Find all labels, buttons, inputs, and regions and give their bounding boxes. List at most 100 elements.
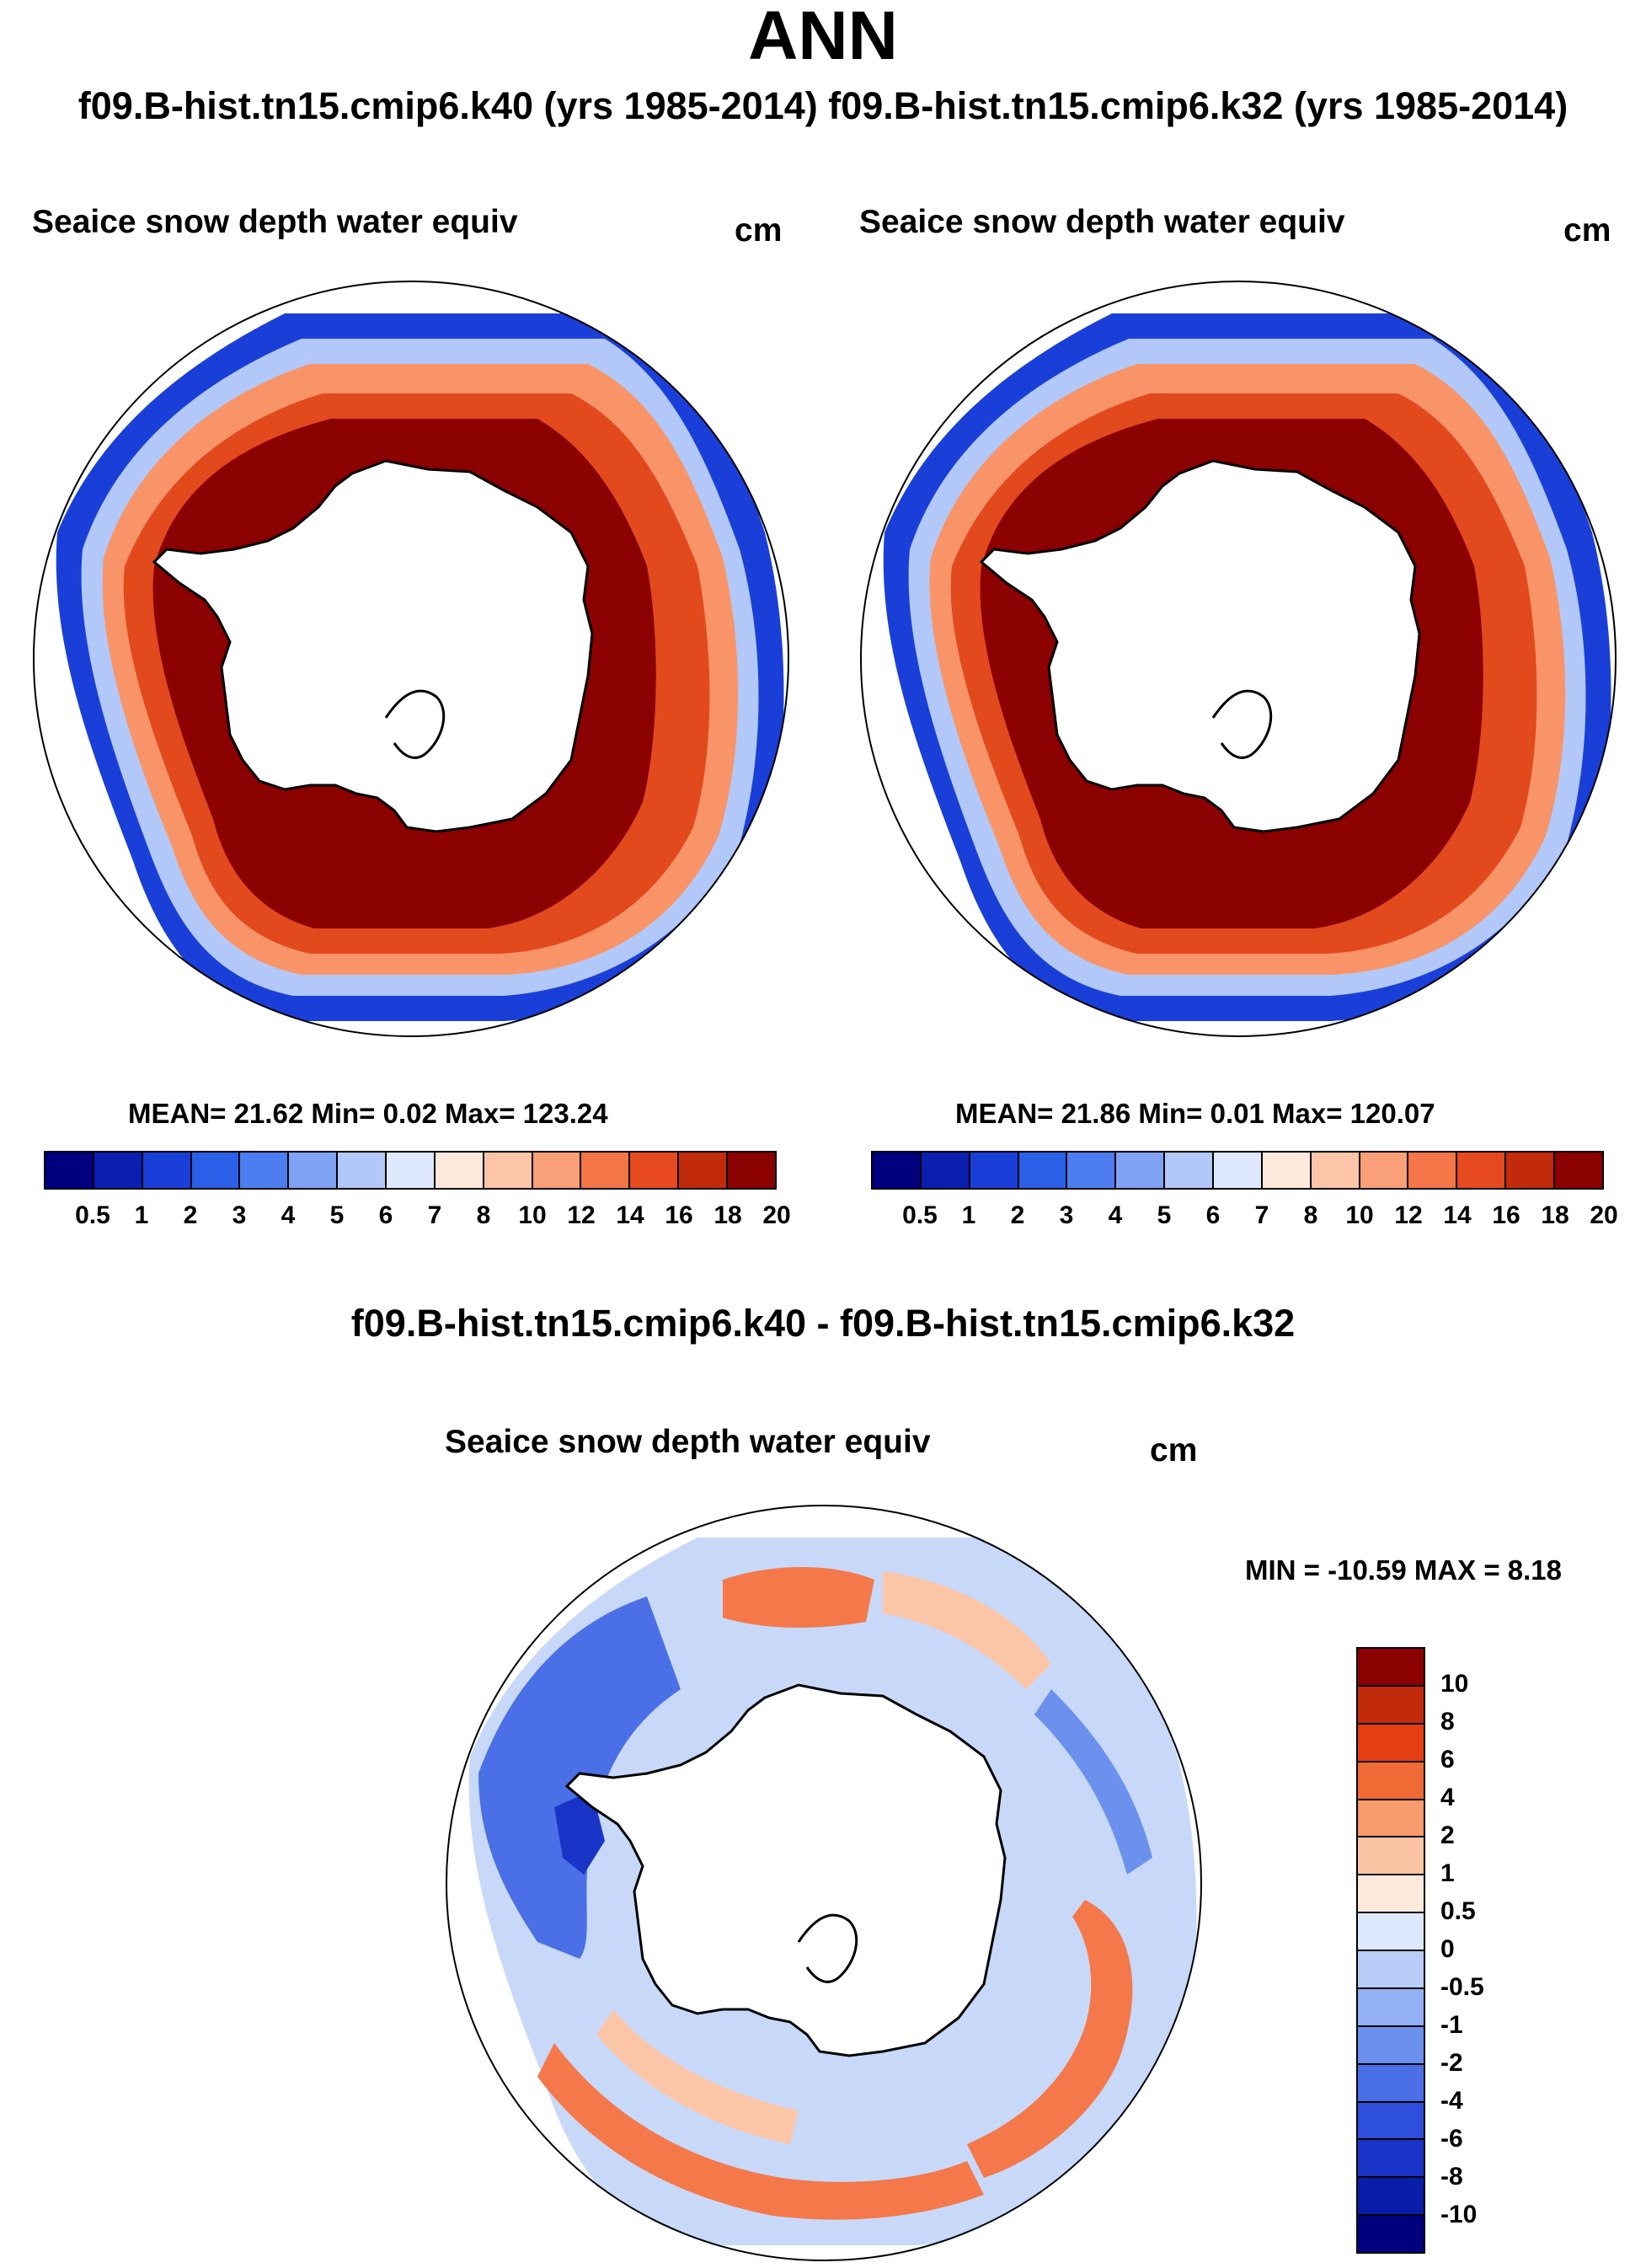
antarctica-land — [564, 1683, 1007, 2057]
antarctica-land — [979, 459, 1421, 833]
colorbar-box — [1555, 1153, 1602, 1188]
colorbar-label: -4 — [1440, 2087, 1463, 2115]
diff-neg-right — [1034, 1689, 1152, 1875]
colorbar-box — [873, 1153, 922, 1188]
colorbar-label: 10 — [1345, 1201, 1374, 1229]
colorbar-box — [1358, 2102, 1424, 2141]
colorbar-label: 2 — [1010, 1201, 1025, 1229]
difference-units: cm — [1150, 1432, 1198, 1468]
colorbar-box — [1358, 2064, 1424, 2103]
colorbar-label: 5 — [329, 1201, 345, 1229]
colorbar-box — [1358, 2216, 1424, 2252]
panel2-colorbar — [871, 1151, 1604, 1190]
colorbar-box — [1358, 1686, 1424, 1725]
ross-ice-shelf — [384, 689, 446, 759]
colorbar-box — [1214, 1153, 1263, 1188]
antarctica-land — [152, 459, 594, 833]
colorbar-box — [1018, 1153, 1068, 1188]
panel1-map — [33, 281, 789, 1037]
colorbar-label: 16 — [665, 1201, 693, 1229]
colorbar-label: 20 — [1590, 1201, 1618, 1229]
colorbar-box — [1067, 1153, 1117, 1188]
colorbar-box — [1358, 1724, 1424, 1763]
diff-pos-bottom — [537, 2043, 984, 2220]
colorbar-box — [142, 1153, 192, 1188]
panel2-stats: MEAN= 21.86 Min= 0.01 Max= 120.07 — [955, 1098, 1435, 1129]
panel1-colorbar — [44, 1151, 777, 1190]
figure-title: ANN — [748, 0, 898, 74]
colorbar-label: 10 — [518, 1201, 547, 1229]
panel1-stats: MEAN= 21.62 Min= 0.02 Max= 123.24 — [128, 1098, 608, 1129]
colorbar-box — [1358, 1762, 1424, 1800]
colorbar-box — [1457, 1153, 1507, 1188]
colorbar-box — [1358, 1837, 1424, 1876]
colorbar-box — [1358, 2178, 1424, 2217]
colorbar-label: 12 — [567, 1201, 596, 1229]
colorbar-label: 0.5 — [75, 1201, 110, 1229]
colorbar-box — [338, 1153, 387, 1188]
colorbar-box — [1311, 1153, 1360, 1188]
colorbar-label: 12 — [1394, 1201, 1423, 1229]
colorbar-label: 3 — [232, 1201, 247, 1229]
colorbar-label: 16 — [1492, 1201, 1520, 1229]
colorbar-label: 5 — [1157, 1201, 1172, 1229]
diff-neg-west-dark — [554, 1790, 605, 1875]
colorbar-box — [1358, 1988, 1424, 2027]
colorbar-label: 0.5 — [1440, 1897, 1476, 1925]
colorbar-label: 1 — [134, 1201, 149, 1229]
panel2-map — [860, 281, 1617, 1037]
colorbar-box — [532, 1153, 582, 1188]
colorbar-label: 2 — [1440, 1821, 1455, 1849]
colorbar-box — [1165, 1153, 1215, 1188]
colorbar-label: 4 — [1440, 1784, 1455, 1811]
colorbar-label: -6 — [1440, 2125, 1463, 2153]
colorbar-label: -2 — [1440, 2049, 1463, 2077]
panel2-variable-title: Seaice snow depth water equiv — [859, 204, 1345, 240]
diff-pos-top — [723, 1567, 874, 1628]
colorbar-label: 1 — [961, 1201, 976, 1229]
colorbar-label: 3 — [1059, 1201, 1074, 1229]
colorbar-label: 14 — [616, 1201, 644, 1229]
colorbar-box — [1358, 1800, 1424, 1838]
colorbar-label: 6 — [378, 1201, 393, 1229]
colorbar-box — [1358, 2026, 1424, 2065]
colorbar-label: 8 — [1440, 1708, 1455, 1736]
colorbar-box — [94, 1153, 143, 1188]
difference-title: f09.B-hist.tn15.cmip6.k40 - f09.B-hist.t… — [350, 1302, 1296, 1345]
ross-ice-shelf — [1211, 689, 1273, 759]
difference-stats: MIN = -10.59 MAX = 8.18 — [1245, 1554, 1563, 1586]
colorbar-label: -0.5 — [1440, 1973, 1484, 2001]
colorbar-label: 1 — [1440, 1859, 1455, 1887]
panel1-units: cm — [735, 212, 783, 249]
colorbar-box — [1408, 1153, 1458, 1188]
colorbar-box — [921, 1153, 970, 1188]
colorbar-box — [289, 1153, 339, 1188]
panel2-units: cm — [1563, 212, 1611, 249]
colorbar-box — [1358, 1875, 1424, 1914]
colorbar-label: 7 — [1254, 1201, 1269, 1229]
colorbar-box — [1358, 1649, 1424, 1687]
ross-ice-shelf — [797, 1913, 858, 1983]
colorbar-label: 18 — [1541, 1201, 1569, 1229]
figure-subtitle: f09.B-hist.tn15.cmip6.k40 (yrs 1985-2014… — [77, 84, 1569, 127]
colorbar-box — [581, 1153, 631, 1188]
panel1-variable-title: Seaice snow depth water equiv — [32, 204, 518, 240]
colorbar-box — [679, 1153, 729, 1188]
colorbar-label: -1 — [1440, 2011, 1463, 2039]
colorbar-box — [484, 1153, 533, 1188]
colorbar-label: 6 — [1440, 1746, 1455, 1773]
diff-pos-light-top — [883, 1571, 1051, 1689]
colorbar-box — [45, 1153, 94, 1188]
difference-variable-title: Seaice snow depth water equiv — [445, 1424, 931, 1460]
colorbar-box — [1358, 2140, 1424, 2179]
colorbar-box — [1116, 1153, 1166, 1188]
colorbar-box — [387, 1153, 436, 1188]
colorbar-label: 20 — [762, 1201, 791, 1229]
colorbar-box — [970, 1153, 1019, 1188]
colorbar-box — [1262, 1153, 1312, 1188]
colorbar-box — [1360, 1153, 1409, 1188]
diff-pos-right — [967, 1900, 1133, 2178]
colorbar-label: -8 — [1440, 2163, 1463, 2190]
colorbar-label: 10 — [1440, 1670, 1469, 1698]
colorbar-box — [435, 1153, 484, 1188]
